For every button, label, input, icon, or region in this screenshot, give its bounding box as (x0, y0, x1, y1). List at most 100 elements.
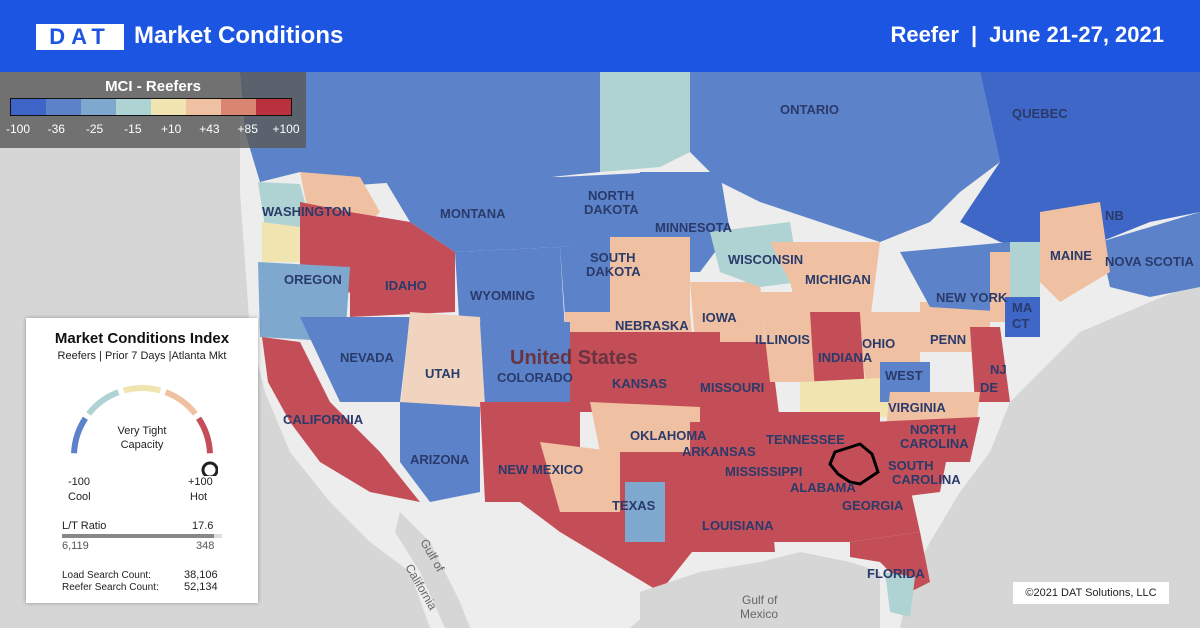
legend-swatch (11, 99, 46, 115)
region-montana (380, 172, 560, 252)
region-illinois (760, 292, 815, 382)
date-range: June 21-27, 2021 (989, 22, 1164, 47)
label-louisiana: LOUISIANA (702, 518, 774, 533)
label-south: SOUTH (590, 250, 636, 265)
label-dakota: DAKOTA (584, 202, 639, 217)
label-penn: PENN (930, 332, 966, 347)
legend-label: +100 (272, 122, 300, 136)
legend-swatch (151, 99, 186, 115)
map[interactable]: ONTARIO QUEBEC WASHINGTON MONTANA NORTH … (0, 72, 1200, 628)
region-newyork (900, 242, 1010, 312)
label-ohio: OHIO (862, 336, 895, 351)
header: DAT Market Conditions Reefer | June 21-27,… (0, 0, 1200, 72)
legend-label: -15 (124, 122, 142, 136)
label-de: DE (980, 380, 998, 395)
region-indiana (810, 312, 865, 392)
ratio-label: L/T Ratio (62, 520, 107, 532)
label-washington: WASHINGTON (262, 204, 351, 219)
reefer-search-value: 52,134 (184, 581, 218, 593)
atlanta-market-outline[interactable] (828, 442, 880, 486)
legend-label: +43 (199, 122, 220, 136)
load-search-value: 38,106 (184, 569, 218, 581)
region-nevada (300, 317, 410, 402)
header-right: Reefer | June 21-27, 2021 (890, 22, 1164, 48)
gauge-min-value: -100 (68, 476, 91, 488)
label-montana: MONTANA (440, 206, 506, 221)
ratio-value: 17.6 (192, 520, 214, 532)
gauge-max-value: +100 (188, 476, 213, 488)
label-arkansas: ARKANSAS (682, 444, 756, 459)
gauge-status-line1: Very Tight (117, 425, 167, 437)
gauge-arc-segment (122, 385, 162, 394)
label-united-states: United States (510, 347, 638, 369)
legend-title: MCI - Reefers (105, 78, 201, 95)
region-colorado (480, 322, 570, 407)
gauge-indicator (201, 461, 218, 476)
region-california (262, 337, 420, 502)
label-gulf-mexico-2: Mexico (740, 607, 778, 621)
label-north: NORTH (588, 188, 634, 203)
label-oregon: OREGON (284, 272, 342, 287)
region-canada-mid (600, 72, 690, 172)
gulf-of-california (395, 512, 470, 628)
label-oklahoma: OKLAHOMA (630, 428, 707, 443)
label-california: CALIFORNIA (283, 412, 364, 427)
region-tennessee (760, 412, 880, 452)
label-idaho: IDAHO (385, 278, 427, 293)
legend-swatch (46, 99, 81, 115)
label-carolina: CAROLINA (900, 436, 969, 451)
gauge-max-label: Hot (190, 491, 208, 503)
card-title: Market Conditions Index (54, 330, 230, 347)
region-quebec (960, 72, 1200, 252)
region-vt (1010, 242, 1040, 312)
label-novascotia: NOVA SCOTIA (1105, 254, 1194, 269)
gauge-status: Very Tight Capacity (90, 424, 194, 452)
gauge-status-line2: Capacity (120, 439, 164, 451)
loads-count: 6,119 (62, 540, 89, 552)
label-west: WEST (885, 368, 923, 383)
label-maine: MAINE (1050, 248, 1092, 263)
legend-label: +10 (160, 122, 182, 136)
label-nebraska: NEBRASKA (615, 318, 689, 333)
region-ma (1005, 297, 1040, 337)
legend: MCI - Reefers -100 -36 -25 -15 +10 +43 +85 +100 (0, 72, 306, 148)
region-nd (560, 172, 660, 247)
load-search-label: Load Search Count: (62, 570, 151, 581)
label-georgia: GEORGIA (842, 498, 904, 513)
label-sc: SOUTH (888, 458, 934, 473)
legend-label: +85 (237, 122, 258, 136)
region-kentucky (800, 377, 900, 417)
label-wyoming: WYOMING (470, 288, 535, 303)
label-mississippi: MISSISSIPPI (725, 464, 802, 479)
dat-logo: DAT (36, 24, 124, 50)
label-florida: FLORIDA (867, 566, 925, 581)
region-south-carolina (890, 442, 950, 497)
label-ma: MA (1012, 300, 1033, 315)
market-conditions-card: Market Conditions Index Reefers | Prior … (26, 318, 258, 603)
label-tennessee: TENNESSEE (766, 432, 845, 447)
page-title: Market Conditions (134, 22, 344, 49)
gauge-arc-segment (164, 389, 198, 416)
label-nb: NB (1105, 208, 1124, 223)
region-louisiana (690, 492, 775, 552)
ratio-bar (62, 534, 222, 538)
copyright: ©2021 DAT Solutions, LLC (1013, 582, 1169, 604)
label-indiana: INDIANA (818, 350, 873, 365)
label-arizona: ARIZONA (410, 452, 470, 467)
legend-swatch (81, 99, 116, 115)
label-iowa: IOWA (702, 310, 737, 325)
region-tx-west (540, 442, 620, 512)
label-minnesota: MINNESOTA (655, 220, 733, 235)
region-ns (1100, 212, 1200, 297)
region-oklahoma (590, 402, 700, 452)
legend-swatch (221, 99, 256, 115)
legend-swatch (116, 99, 151, 115)
label-michigan: MICHIGAN (805, 272, 871, 287)
label-missouri: MISSOURI (700, 380, 764, 395)
region-mississippi (760, 452, 810, 542)
region-kansas (570, 332, 720, 412)
label-illinois: ILLINOIS (755, 332, 810, 347)
region-wyoming (455, 247, 565, 334)
gauge-arc-segment (86, 389, 120, 416)
gauge-min-label: Cool (68, 491, 91, 503)
